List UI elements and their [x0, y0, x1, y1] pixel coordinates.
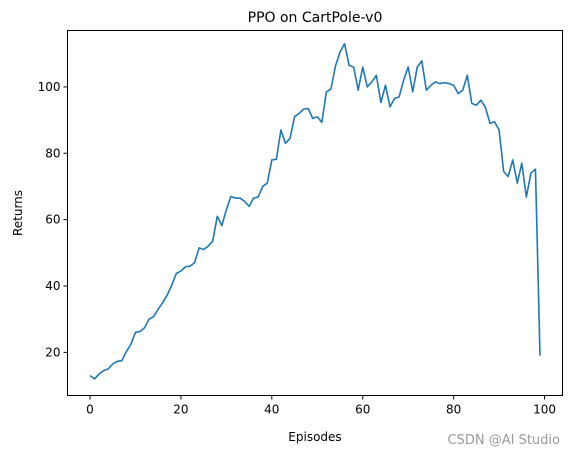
y-tick-label: 80 — [45, 146, 60, 160]
x-tick-label: 80 — [446, 403, 461, 417]
y-tick-label: 60 — [45, 213, 60, 227]
y-tick-label: 20 — [45, 345, 60, 359]
x-tick-label: 40 — [264, 403, 279, 417]
x-tick-label: 20 — [173, 403, 188, 417]
y-tick-label: 40 — [45, 279, 60, 293]
series-line-0 — [89, 42, 541, 380]
x-tick-label: 60 — [355, 403, 370, 417]
chart-title: PPO on CartPole-v0 — [248, 10, 383, 26]
x-tick-label: 0 — [86, 403, 94, 417]
y-axis-label: Returns — [11, 190, 25, 236]
x-tick-label: 100 — [533, 403, 556, 417]
plot-frame — [67, 30, 563, 396]
y-tick-label: 100 — [38, 80, 61, 94]
x-axis-label: Episodes — [288, 430, 341, 444]
watermark-text: CSDN @AI Studio — [448, 433, 561, 448]
